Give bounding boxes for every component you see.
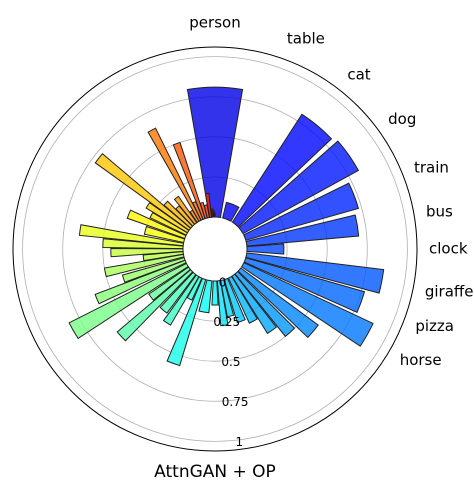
r-tick-label: 0.5 [221, 355, 240, 369]
bar [246, 243, 285, 255]
bar [121, 257, 186, 283]
bar [126, 209, 187, 240]
bar [103, 253, 185, 278]
r-tick-label: 0.25 [213, 315, 240, 329]
bar [220, 279, 235, 318]
bar [163, 200, 194, 229]
bar [173, 195, 198, 225]
category-label: dog [388, 110, 416, 128]
category-label: train [414, 159, 449, 177]
r-tick-label: 0.75 [222, 395, 249, 409]
bar [234, 270, 296, 338]
bar [186, 276, 203, 301]
bar [223, 277, 246, 324]
bar [211, 280, 219, 306]
bar [143, 225, 186, 244]
bar [68, 262, 189, 340]
bar [149, 211, 189, 236]
bar [231, 273, 278, 335]
bar [162, 274, 200, 326]
bar [94, 153, 192, 232]
bar [198, 279, 213, 314]
bar [148, 266, 192, 301]
bar [110, 248, 184, 258]
bar [204, 192, 213, 219]
bar [145, 202, 190, 234]
category-label: pizza [415, 317, 454, 335]
bar [172, 141, 206, 220]
category-label: bus [426, 203, 453, 221]
bar [221, 201, 240, 222]
bar [216, 279, 229, 327]
bar [231, 113, 333, 228]
category-label: horse [400, 351, 442, 369]
bar [147, 127, 202, 222]
bar [214, 213, 216, 218]
bar [243, 257, 366, 314]
r-tick-label: 1 [235, 435, 243, 449]
grid-circle [22, 56, 408, 442]
category-label: giraffe [425, 283, 474, 301]
bar [166, 277, 207, 367]
category-label: person [189, 14, 240, 32]
bar [240, 261, 374, 347]
bar [237, 267, 319, 339]
category-label: clock [429, 240, 468, 258]
r-tick-label: 0 [219, 275, 227, 289]
bar [227, 275, 258, 324]
bar [243, 182, 360, 241]
bar [102, 238, 184, 250]
outer-circle [12, 46, 418, 452]
bar [94, 259, 187, 305]
bar [245, 252, 385, 294]
bar [211, 208, 214, 218]
bar [238, 140, 360, 235]
bar [142, 251, 184, 262]
bar [245, 214, 360, 247]
chart-title: AttnGAN + OP [154, 462, 276, 482]
bar [199, 201, 208, 220]
bar [159, 271, 197, 314]
category-label: cat [347, 66, 370, 84]
bar [116, 268, 194, 342]
bar [78, 224, 185, 247]
category-label: table [287, 30, 325, 48]
